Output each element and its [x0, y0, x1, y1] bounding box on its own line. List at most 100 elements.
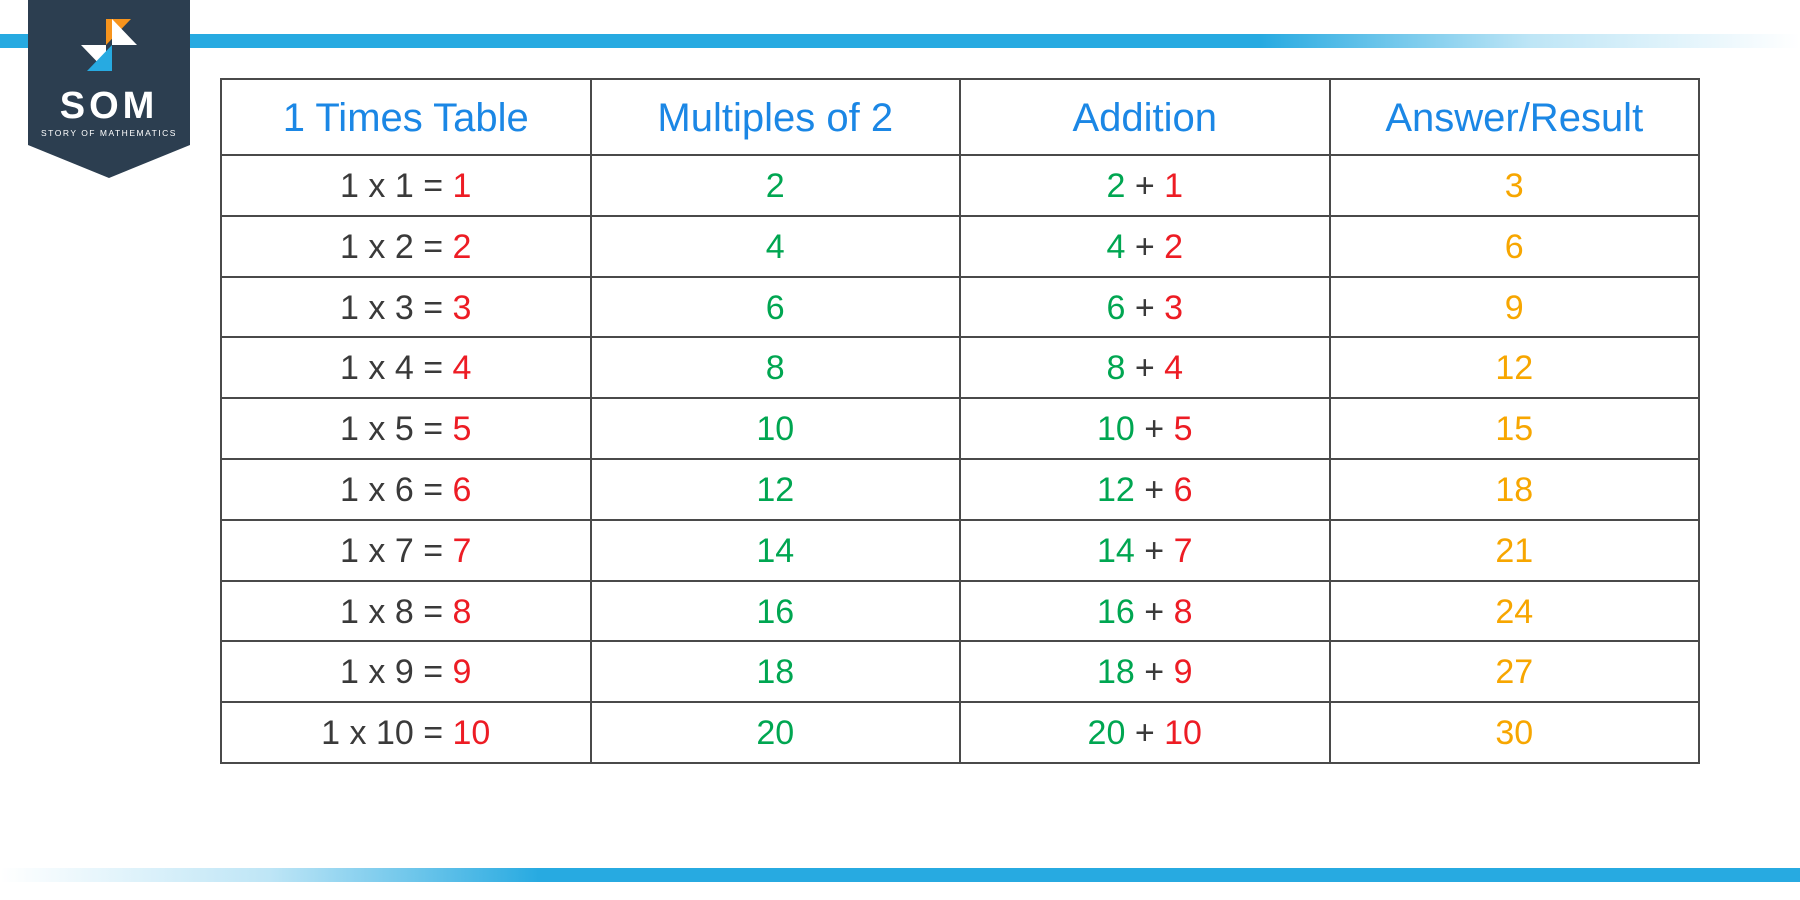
plus-sign: + [1125, 167, 1164, 205]
times-table-cell: 1 x 9 = 9 [221, 641, 591, 702]
addition-cell: 18 + 9 [960, 641, 1330, 702]
multiple-cell: 4 [591, 216, 961, 277]
col-3-header: Addition [960, 79, 1330, 155]
tt-result: 8 [453, 593, 472, 631]
addition-cell: 16 + 8 [960, 581, 1330, 642]
times-table-cell: 1 x 8 = 8 [221, 581, 591, 642]
tt-result: 1 [453, 167, 472, 205]
tt-expression: 1 x 7 = [340, 532, 452, 570]
tt-expression: 1 x 10 = [321, 714, 452, 752]
table-row: 1 x 10 = 102020 + 1030 [221, 702, 1699, 763]
multiple-cell: 8 [591, 337, 961, 398]
plus-sign: + [1125, 228, 1164, 266]
table-row: 1 x 3 = 366 + 39 [221, 277, 1699, 338]
addend-b: 6 [1174, 471, 1193, 509]
times-table-cell: 1 x 2 = 2 [221, 216, 591, 277]
table-row: 1 x 4 = 488 + 412 [221, 337, 1699, 398]
addend-a: 6 [1106, 289, 1125, 327]
answer-cell: 12 [1330, 337, 1700, 398]
multiple-cell: 18 [591, 641, 961, 702]
tt-expression: 1 x 5 = [340, 410, 452, 448]
addend-a: 10 [1097, 410, 1135, 448]
addition-cell: 2 + 1 [960, 155, 1330, 216]
multiple-cell: 6 [591, 277, 961, 338]
tt-result: 2 [453, 228, 472, 266]
times-table-cell: 1 x 6 = 6 [221, 459, 591, 520]
multiple-cell: 10 [591, 398, 961, 459]
plus-sign: + [1135, 471, 1174, 509]
addend-b: 3 [1164, 289, 1183, 327]
addend-a: 16 [1097, 593, 1135, 631]
table-row: 1 x 1 = 122 + 13 [221, 155, 1699, 216]
addition-cell: 10 + 5 [960, 398, 1330, 459]
addend-a: 12 [1097, 471, 1135, 509]
addend-a: 4 [1106, 228, 1125, 266]
addend-b: 4 [1164, 349, 1183, 387]
addition-cell: 20 + 10 [960, 702, 1330, 763]
addition-cell: 8 + 4 [960, 337, 1330, 398]
addend-b: 8 [1174, 593, 1193, 631]
times-table-cell: 1 x 5 = 5 [221, 398, 591, 459]
table-row: 1 x 6 = 61212 + 618 [221, 459, 1699, 520]
logo-title: SOM [60, 85, 159, 127]
tt-expression: 1 x 6 = [340, 471, 452, 509]
multiple-cell: 16 [591, 581, 961, 642]
times-table: 1 Times Table Multiples of 2 Addition An… [220, 78, 1700, 764]
tt-expression: 1 x 2 = [340, 228, 452, 266]
addend-b: 9 [1174, 653, 1193, 691]
table-row: 1 x 2 = 244 + 26 [221, 216, 1699, 277]
plus-sign: + [1135, 653, 1174, 691]
times-table-cell: 1 x 1 = 1 [221, 155, 591, 216]
answer-cell: 6 [1330, 216, 1700, 277]
addend-b: 10 [1164, 714, 1202, 752]
addition-cell: 6 + 3 [960, 277, 1330, 338]
multiple-cell: 2 [591, 155, 961, 216]
times-table-cell: 1 x 4 = 4 [221, 337, 591, 398]
answer-cell: 3 [1330, 155, 1700, 216]
answer-cell: 30 [1330, 702, 1700, 763]
logo-subtitle: STORY OF MATHEMATICS [41, 128, 177, 138]
addition-cell: 12 + 6 [960, 459, 1330, 520]
tt-result: 5 [453, 410, 472, 448]
bottom-accent-bar [0, 868, 1800, 882]
addend-b: 7 [1174, 532, 1193, 570]
tt-result: 6 [453, 471, 472, 509]
tt-result: 9 [453, 653, 472, 691]
multiple-cell: 14 [591, 520, 961, 581]
tt-expression: 1 x 4 = [340, 349, 452, 387]
answer-cell: 27 [1330, 641, 1700, 702]
times-table-cell: 1 x 10 = 10 [221, 702, 591, 763]
plus-sign: + [1135, 410, 1174, 448]
addition-cell: 4 + 2 [960, 216, 1330, 277]
table-row: 1 x 9 = 91818 + 927 [221, 641, 1699, 702]
col-2-header: Multiples of 2 [591, 79, 961, 155]
addend-a: 20 [1088, 714, 1126, 752]
tt-result: 7 [453, 532, 472, 570]
col-4-header: Answer/Result [1330, 79, 1700, 155]
tt-expression: 1 x 9 = [340, 653, 452, 691]
plus-sign: + [1125, 289, 1164, 327]
col-1-header: 1 Times Table [221, 79, 591, 155]
plus-sign: + [1135, 593, 1174, 631]
addition-cell: 14 + 7 [960, 520, 1330, 581]
addend-a: 18 [1097, 653, 1135, 691]
multiple-cell: 20 [591, 702, 961, 763]
tt-expression: 1 x 1 = [340, 167, 452, 205]
answer-cell: 24 [1330, 581, 1700, 642]
times-table-cell: 1 x 3 = 3 [221, 277, 591, 338]
top-accent-bar [0, 34, 1800, 48]
multiple-cell: 12 [591, 459, 961, 520]
answer-cell: 15 [1330, 398, 1700, 459]
answer-cell: 9 [1330, 277, 1700, 338]
addend-b: 2 [1164, 228, 1183, 266]
tt-result: 3 [453, 289, 472, 327]
answer-cell: 18 [1330, 459, 1700, 520]
plus-sign: + [1125, 349, 1164, 387]
logo-badge: SOM STORY OF MATHEMATICS [28, 0, 190, 180]
table-header-row: 1 Times Table Multiples of 2 Addition An… [221, 79, 1699, 155]
tt-result: 4 [453, 349, 472, 387]
table-row: 1 x 8 = 81616 + 824 [221, 581, 1699, 642]
plus-sign: + [1135, 532, 1174, 570]
addend-b: 1 [1164, 167, 1183, 205]
plus-sign: + [1125, 714, 1164, 752]
